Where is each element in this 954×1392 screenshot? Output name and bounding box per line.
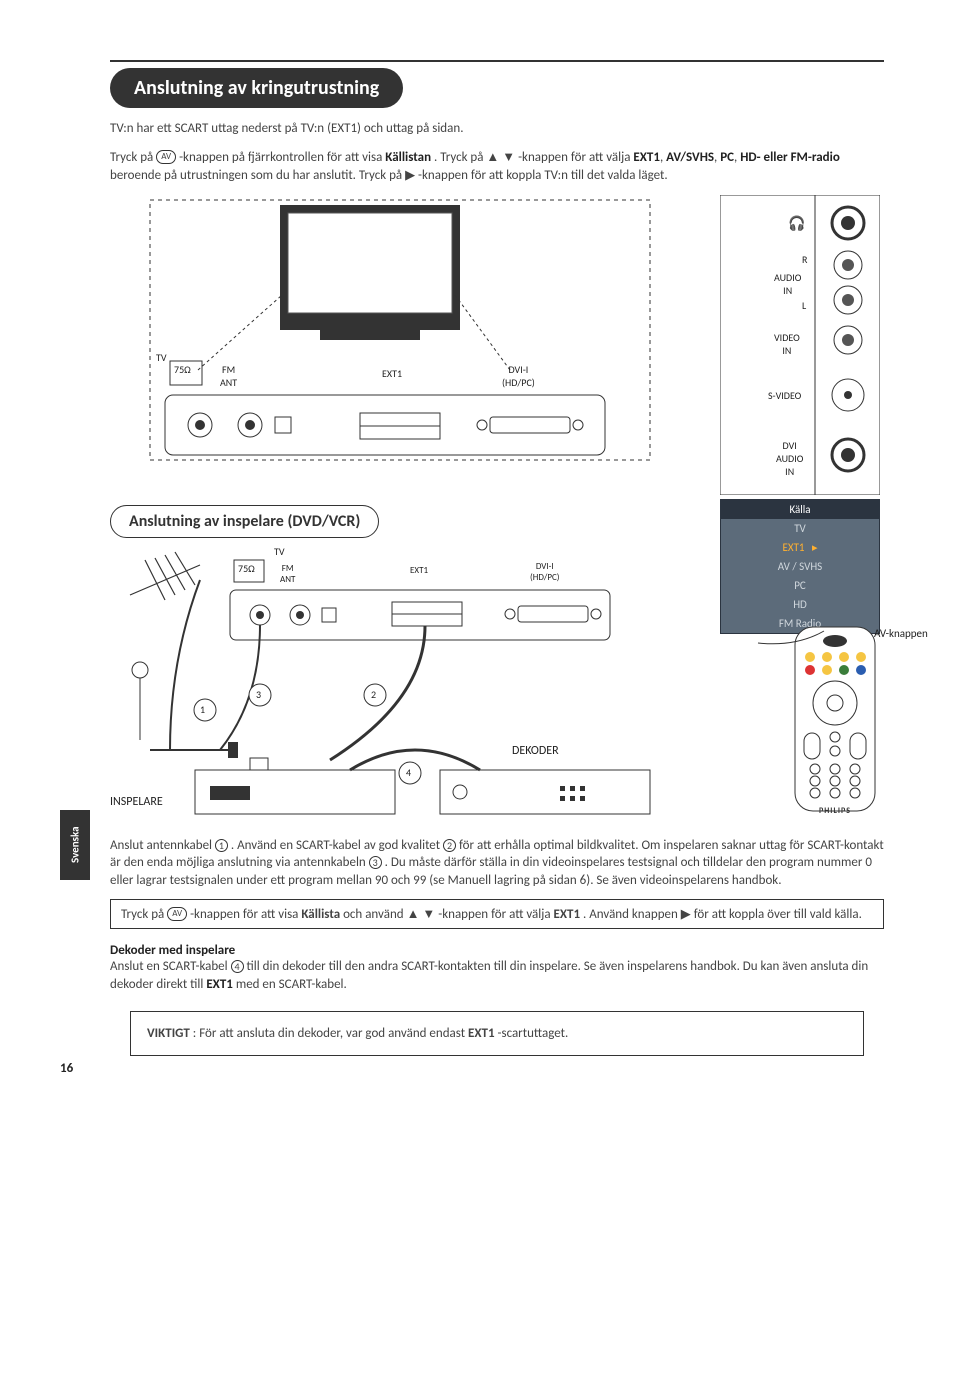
dekoder-heading: Dekoder med inspelare bbox=[110, 943, 884, 958]
txt: : För att ansluta din dekoder, var god a… bbox=[193, 1026, 468, 1041]
page-title: Anslutning av kringutrustning bbox=[110, 68, 403, 108]
txt: -knappen för att välja bbox=[438, 907, 553, 922]
avsvhs-label: AV/SVHS bbox=[666, 150, 714, 165]
diagram-area: TV 75Ω FM ANT EXT1 DVI-I (HD/PC) 🎧 R AUD… bbox=[110, 195, 880, 825]
txt: Tryck på bbox=[110, 150, 156, 165]
av-key-icon: AV bbox=[156, 150, 176, 164]
up-triangle-icon: ▲ bbox=[486, 149, 499, 164]
kallistan-label: Källistan bbox=[385, 150, 431, 165]
ext1-port-label: EXT1 bbox=[382, 367, 402, 380]
right-triangle-icon: ▶ bbox=[681, 906, 691, 921]
language-tab: Svenska bbox=[60, 810, 90, 880]
txt: -knappen på fjärrkontrollen för att visa bbox=[179, 150, 385, 165]
down-triangle-icon: ▼ bbox=[502, 149, 515, 164]
menu-item-avsvhs: AV / SVHS bbox=[721, 557, 879, 576]
txt: . Tryck på bbox=[434, 150, 486, 165]
txt: -knappen för att koppla TV:n till det va… bbox=[418, 168, 668, 183]
ext1-label: EXT1 bbox=[633, 150, 660, 165]
circ-num-2: 2 bbox=[443, 839, 456, 852]
audio-l-label: L bbox=[802, 299, 806, 312]
dvi-audio-in-label: DVI AUDIO IN bbox=[776, 439, 803, 478]
av-key-icon: AV bbox=[167, 907, 187, 921]
side-panel: 🎧 R AUDIO IN L VIDEO IN S-VIDEO DVI AUDI… bbox=[720, 195, 880, 495]
ohm-label: 75Ω bbox=[174, 363, 191, 376]
dvi-port-label: DVI-I (HD/PC) bbox=[502, 363, 535, 389]
circ-3: 3 bbox=[256, 688, 261, 701]
inspelare-label: INSPELARE bbox=[110, 795, 163, 809]
ext1-port-label-2: EXT1 bbox=[410, 565, 428, 576]
menu-item-hd: HD bbox=[721, 595, 879, 614]
av-knappen-label: AV-knappen bbox=[874, 627, 954, 640]
ext1-label: EXT1 bbox=[206, 977, 233, 992]
headphone-icon: 🎧 bbox=[788, 215, 805, 232]
circ-num-4: 4 bbox=[231, 960, 244, 973]
txt: för att koppla över till vald källa. bbox=[694, 907, 862, 922]
tv-rear-illustration bbox=[110, 195, 670, 495]
important-label: VIKTIGT bbox=[147, 1026, 190, 1041]
audio-in-label: AUDIO IN bbox=[774, 271, 801, 297]
txt: -scartuttaget. bbox=[498, 1026, 569, 1041]
circ-num-1: 1 bbox=[215, 839, 228, 852]
intro-line2: Tryck på AV -knappen på fjärrkontrollen … bbox=[110, 148, 884, 185]
menu-item-pc: PC bbox=[721, 576, 879, 595]
txt: . Använd en SCART-kabel av god kvalitet bbox=[231, 838, 443, 853]
menu-arrow-icon: ▸ bbox=[812, 541, 818, 554]
txt: beroende på utrustningen som du har ansl… bbox=[110, 168, 405, 183]
note-box: Tryck på AV -knappen för att visa Källis… bbox=[110, 899, 884, 929]
circ-num-3: 3 bbox=[369, 856, 382, 869]
menu-item-tv: TV bbox=[721, 519, 879, 538]
intro-line1: TV:n har ett SCART uttag nederst på TV:n… bbox=[110, 120, 884, 138]
txt: och använd bbox=[343, 907, 406, 922]
circ-1: 1 bbox=[200, 703, 205, 716]
txt: -knappen för att visa bbox=[190, 907, 301, 922]
right-triangle-icon: ▶ bbox=[405, 167, 415, 182]
up-triangle-icon: ▲ bbox=[407, 906, 420, 921]
recorder-decoder-illustration bbox=[110, 540, 670, 830]
svideo-label: S-VIDEO bbox=[768, 389, 801, 402]
txt: Anslut en SCART-kabel bbox=[110, 959, 231, 974]
hdradio-label: HD- eller FM-radio bbox=[740, 150, 840, 165]
important-box: VIKTIGT : För att ansluta din dekoder, v… bbox=[130, 1011, 864, 1056]
ohm-label-2: 75Ω bbox=[238, 562, 255, 575]
pc-label: PC bbox=[720, 150, 734, 165]
tv-label: TV bbox=[156, 351, 167, 364]
menu-item-ext1: EXT1 ▸ bbox=[721, 538, 879, 557]
audio-r-label: R bbox=[802, 253, 807, 266]
subsection-title: Anslutning av inspelare (DVD/VCR) bbox=[110, 505, 379, 538]
ext1-label: EXT1 bbox=[468, 1026, 495, 1041]
ext1-label: EXT1 bbox=[554, 907, 581, 922]
dekoder-body: Anslut en SCART-kabel 4 till din dekoder… bbox=[110, 958, 884, 993]
menu-item-label: EXT1 bbox=[782, 541, 804, 554]
circ-4: 4 bbox=[406, 766, 411, 779]
txt: Tryck på bbox=[121, 907, 167, 922]
txt: med en SCART-kabel. bbox=[236, 977, 347, 992]
dvi-port-label-2: DVI-I (HD/PC) bbox=[530, 561, 560, 583]
fm-ant-label-2: FM ANT bbox=[280, 563, 295, 585]
av-pointer-line bbox=[756, 629, 826, 659]
dekoder-label: DEKODER bbox=[512, 744, 559, 758]
tv-label-2: TV bbox=[274, 545, 285, 558]
after-diagram-para: Anslut antennkabel 1 . Använd en SCART-k… bbox=[110, 837, 884, 890]
txt: -knappen för att välja bbox=[518, 150, 633, 165]
down-triangle-icon: ▼ bbox=[422, 906, 435, 921]
circ-2: 2 bbox=[371, 688, 376, 701]
top-rule bbox=[110, 60, 884, 62]
video-in-label: VIDEO IN bbox=[774, 331, 800, 357]
kallista-label: Källista bbox=[301, 907, 340, 922]
source-menu: Källa TV EXT1 ▸ AV / SVHS PC HD FM Radio bbox=[720, 499, 880, 634]
page-number: 16 bbox=[60, 1061, 73, 1076]
txt: . Använd knappen bbox=[583, 907, 681, 922]
fm-ant-label: FM ANT bbox=[220, 363, 237, 389]
source-menu-title: Källa bbox=[721, 500, 879, 519]
txt: Anslut antennkabel bbox=[110, 838, 215, 853]
